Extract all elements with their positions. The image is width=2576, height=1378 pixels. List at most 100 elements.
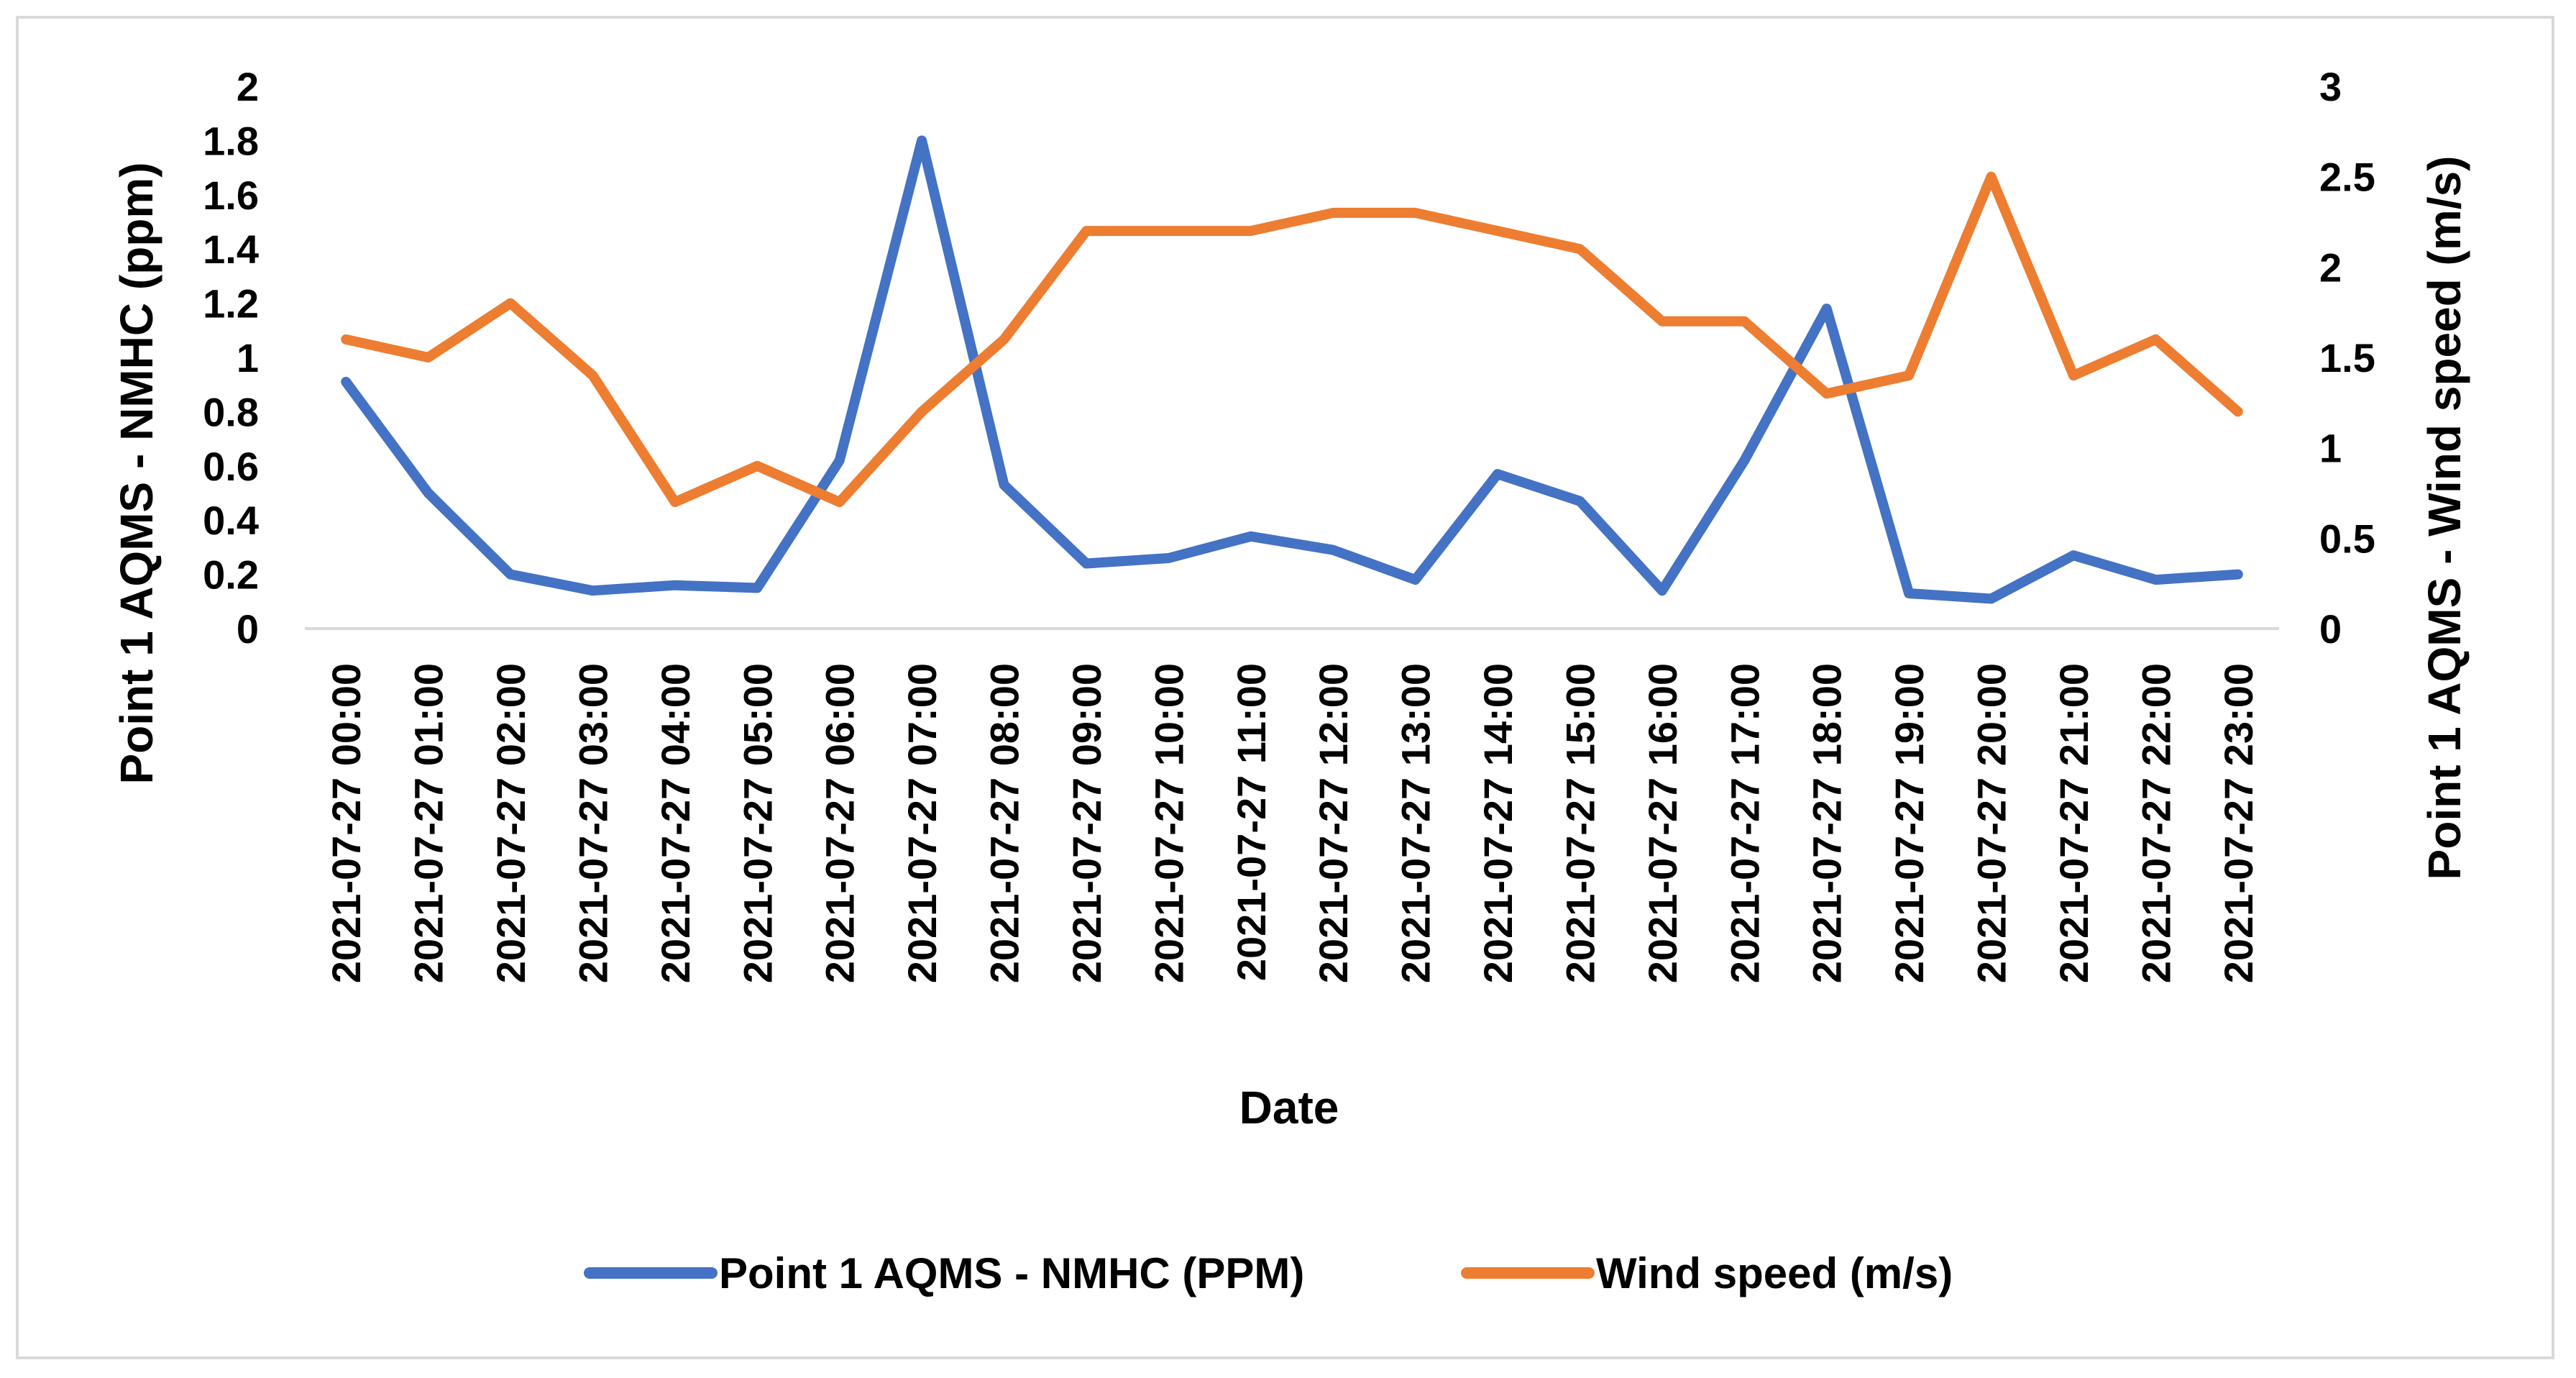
nmhc-data-point (1166, 555, 1171, 560)
right-y-tick-label: 3 (2319, 64, 2342, 109)
legend-label-nmhc: Point 1 AQMS - NMHC (PPM) (719, 1249, 1304, 1297)
wind-speed-data-point (2071, 373, 2076, 378)
nmhc-data-point (1577, 498, 1582, 503)
right-y-tick-label: 0.5 (2319, 516, 2375, 561)
x-tick-label: 2021-07-27 12:00 (1311, 663, 1356, 983)
nmhc-data-point (1824, 306, 1829, 311)
x-tick-label: 2021-07-27 03:00 (570, 663, 615, 983)
left-y-tick-label: 0.6 (203, 444, 259, 489)
left-y-tick-label: 1.4 (203, 227, 259, 272)
wind-speed-data-point (508, 301, 513, 306)
wind-speed-data-point (1001, 337, 1007, 342)
wind-speed-data-point (1413, 210, 1418, 215)
wind-speed-data-point (590, 373, 595, 378)
wind-speed-data-point (1659, 319, 1664, 324)
wind-speed-data-point (1577, 247, 1582, 252)
right-y-tick-label: 1.5 (2319, 335, 2375, 380)
right-y-tick-label: 2 (2319, 245, 2342, 290)
wind-speed-data-point (1907, 373, 1912, 378)
nmhc-data-point (672, 583, 677, 588)
left-y-tick-label: 1.8 (203, 118, 259, 163)
x-axis-tick-labels: 2021-07-27 00:00 2021-07-27 01:00 2021-07-… (324, 663, 2261, 983)
x-tick-label: 2021-07-27 09:00 (1064, 663, 1109, 983)
x-tick-label: 2021-07-27 08:00 (982, 663, 1027, 983)
x-tick-label: 2021-07-27 20:00 (1969, 663, 2014, 983)
nmhc-series-line (341, 135, 2243, 604)
wind-speed-data-point (672, 500, 677, 505)
x-tick-label: 2021-07-27 22:00 (2133, 663, 2178, 983)
right-y-tick-label: 0 (2319, 606, 2342, 652)
left-y-axis-ticks: 0 0.2 0.4 0.6 0.8 1 1.2 1.4 1.6 1.8 2 (203, 64, 259, 652)
x-tick-label: 2021-07-27 06:00 (817, 663, 863, 983)
wind-speed-data-point (1989, 174, 1994, 179)
x-tick-label: 2021-07-27 14:00 (1475, 663, 1521, 983)
wind-speed-data-point (2153, 337, 2158, 342)
x-tick-label: 2021-07-27 16:00 (1640, 663, 1685, 983)
wind-speed-data-point (1166, 229, 1171, 234)
x-tick-label: 2021-07-27 17:00 (1722, 663, 1767, 983)
wind-speed-data-point (837, 500, 842, 505)
x-tick-label: 2021-07-27 10:00 (1146, 663, 1191, 983)
nmhc-data-point (2153, 578, 2158, 583)
nmhc-data-point (837, 458, 842, 463)
x-tick-label: 2021-07-27 19:00 (1887, 663, 1932, 983)
nmhc-data-point (920, 138, 925, 143)
left-y-tick-label: 0 (237, 606, 259, 652)
right-y-axis-title: Point 1 AQMS - Wind speed (m/s) (2419, 156, 2470, 880)
nmhc-data-point (1659, 588, 1664, 593)
nmhc-data-point (1907, 590, 1912, 596)
nmhc-data-point (1742, 458, 1747, 463)
nmhc-data-point (344, 379, 349, 384)
nmhc-data-point (426, 490, 431, 496)
wind-speed-data-point (426, 355, 431, 360)
x-tick-label: 2021-07-27 23:00 (2216, 663, 2261, 983)
nmhc-data-point (1331, 547, 1336, 552)
x-axis-title: Date (1239, 1082, 1339, 1133)
wind-speed-data-point (920, 409, 925, 414)
nmhc-data-point (755, 585, 760, 590)
nmhc-data-point (1083, 561, 1088, 566)
x-tick-label: 2021-07-27 21:00 (2051, 663, 2096, 983)
left-y-tick-label: 0.2 (203, 552, 259, 598)
series-layer (341, 135, 2243, 604)
nmhc-data-point (508, 572, 513, 577)
x-tick-label: 2021-07-27 04:00 (653, 663, 698, 983)
nmhc-data-point (1989, 596, 1994, 601)
wind-speed-data-point (344, 337, 349, 342)
right-y-tick-label: 2.5 (2319, 155, 2375, 200)
wind-speed-data-point (1495, 229, 1500, 234)
legend: Point 1 AQMS - NMHC (PPM) Wind speed (m/… (584, 1249, 1953, 1297)
nmhc-data-point (2235, 572, 2240, 577)
x-tick-label: 2021-07-27 13:00 (1393, 663, 1439, 983)
nmhc-data-point (1495, 472, 1500, 477)
left-y-axis-title: Point 1 AQMS - NMHC (ppm) (111, 162, 162, 784)
x-tick-label: 2021-07-27 07:00 (899, 663, 945, 983)
wind-speed-data-point (2235, 409, 2240, 414)
nmhc-data-point (1248, 534, 1253, 539)
nmhc-data-point (590, 588, 595, 593)
wind-speed-data-point (1824, 391, 1829, 396)
left-y-tick-label: 1.6 (203, 173, 259, 218)
x-tick-label: 2021-07-27 15:00 (1557, 663, 1603, 983)
left-y-tick-label: 0.8 (203, 389, 259, 434)
x-tick-label: 2021-07-27 05:00 (735, 663, 780, 983)
x-tick-label: 2021-07-27 18:00 (1805, 663, 1850, 983)
wind-speed-data-point (755, 463, 760, 468)
wind-speed-data-point (1083, 229, 1088, 234)
x-tick-label: 2021-07-27 02:00 (488, 663, 533, 983)
left-y-tick-label: 1.2 (203, 281, 259, 327)
nmhc-data-point (1001, 483, 1007, 488)
wind-speed-data-point (1248, 229, 1253, 234)
wind-speed-series-line (341, 171, 2243, 508)
wind-speed-data-point (1742, 319, 1747, 324)
left-y-tick-label: 1 (237, 335, 259, 380)
x-tick-label: 2021-07-27 01:00 (406, 663, 452, 983)
nmhc-data-point (2071, 553, 2076, 558)
nmhc-data-point (1413, 578, 1418, 583)
legend-label-wind-speed: Wind speed (m/s) (1596, 1249, 1953, 1297)
x-tick-label: 2021-07-27 11:00 (1229, 663, 1274, 981)
wind-speed-data-point (1331, 210, 1336, 215)
left-y-tick-label: 0.4 (203, 498, 259, 543)
right-y-tick-label: 1 (2319, 426, 2342, 471)
